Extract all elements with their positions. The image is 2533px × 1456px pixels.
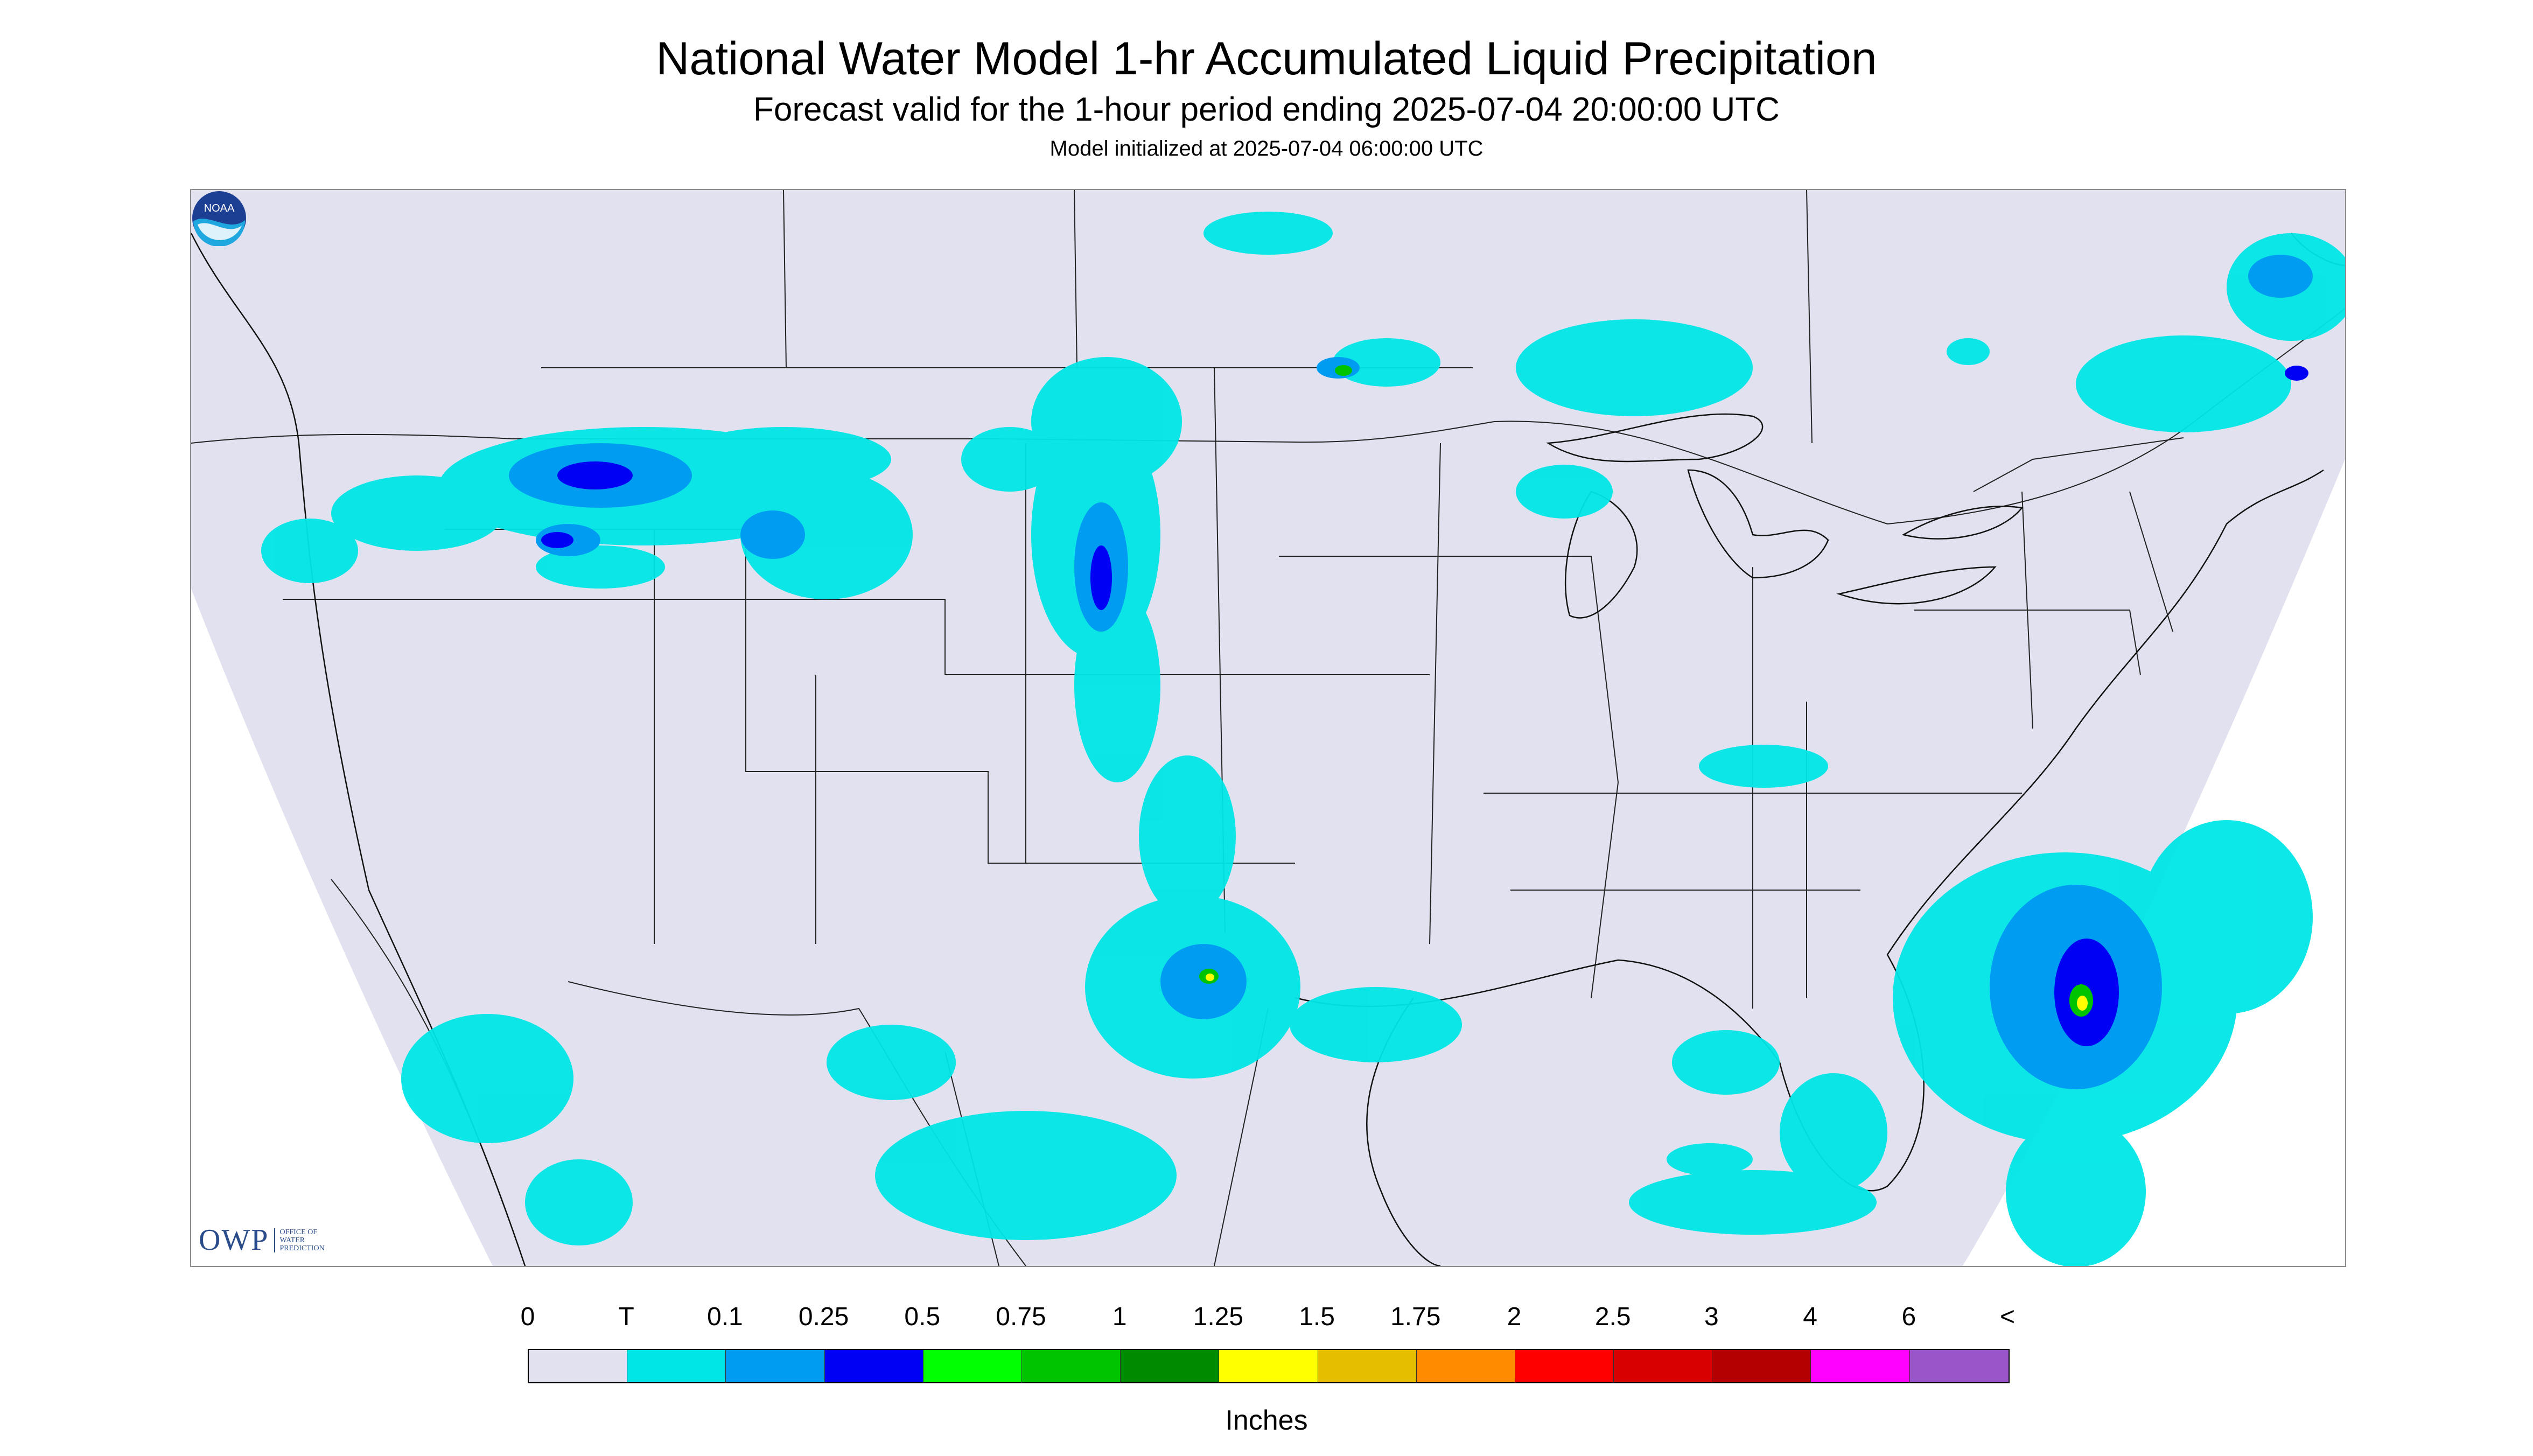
precipitation-map: OWP OFFICE OF WATER PREDICTION NOAA <box>190 189 2346 1267</box>
legend-swatch <box>1318 1350 1417 1382</box>
legend-tick-label: 0.25 <box>798 1303 849 1331</box>
legend-swatch <box>1121 1350 1220 1382</box>
map-subtitle: Forecast valid for the 1-hour period end… <box>753 91 1780 128</box>
legend-tick-label: 2.5 <box>1594 1303 1631 1331</box>
legend-swatch <box>824 1350 923 1382</box>
owp-logo-mark: OWP <box>199 1223 269 1257</box>
legend-swatch <box>1416 1350 1515 1382</box>
legend-swatch <box>627 1350 726 1382</box>
legend-tick-label: 2 <box>1507 1303 1522 1331</box>
precipitation-trace <box>261 212 2345 1266</box>
noaa-logo-text: NOAA <box>204 202 235 214</box>
legend-swatch <box>1219 1350 1318 1382</box>
model-init-text: Model initialized at 2025-07-04 06:00:00… <box>1049 137 1484 160</box>
legend-labels: 0 T 0.1 0.25 0.5 0.75 1 1.25 1.5 1.75 2 2.5 3 4 6 < <box>521 1302 2015 1334</box>
owp-logo-line: WATER <box>279 1236 305 1244</box>
owp-logo-line: PREDICTION <box>279 1244 325 1252</box>
legend-tick-label: 3 <box>1704 1303 1719 1331</box>
legend-tick-label: < <box>1999 1303 2016 1331</box>
legend-swatch <box>1909 1350 2009 1382</box>
legend-tick-label: 4 <box>1803 1303 1817 1331</box>
legend-tick-label: 0.5 <box>904 1303 941 1331</box>
legend-tick-label: 0 <box>520 1303 535 1331</box>
domain-mask-left <box>191 589 493 1266</box>
legend-tick-label: T <box>618 1303 634 1331</box>
legend-swatch <box>1712 1350 1811 1382</box>
legend-swatch <box>726 1350 825 1382</box>
owp-logo-text: OFFICE OF WATER PREDICTION <box>274 1228 325 1252</box>
legend-swatch <box>1811 1350 1910 1382</box>
legend-tick-label: 0.1 <box>707 1303 743 1331</box>
owp-logo-line: OFFICE OF <box>279 1228 318 1236</box>
legend-tick-label: 1.5 <box>1299 1303 1335 1331</box>
map-title: National Water Model 1-hr Accumulated Li… <box>656 33 1877 85</box>
legend-color-bar <box>528 1349 2010 1383</box>
legend-swatch <box>529 1350 628 1382</box>
domain-mask-right <box>1963 459 2345 1266</box>
legend-units: Inches <box>1225 1405 1308 1436</box>
legend-swatch <box>923 1350 1022 1382</box>
owp-logo: OWP OFFICE OF WATER PREDICTION <box>199 1223 325 1257</box>
legend-tick-label: 0.75 <box>996 1303 1046 1331</box>
map-graphic <box>191 190 2345 1266</box>
legend-tick-label: 1.25 <box>1193 1303 1244 1331</box>
legend-swatch <box>1614 1350 1713 1382</box>
legend-tick-label: 6 <box>1901 1303 1916 1331</box>
legend-tick-label: 1.75 <box>1390 1303 1441 1331</box>
legend-swatch <box>1021 1350 1121 1382</box>
precipitation-very-heavy <box>1206 974 2088 1011</box>
legend-tick-label: 1 <box>1112 1303 1127 1331</box>
noaa-logo-icon: NOAA <box>192 191 246 246</box>
legend-swatch <box>1515 1350 1614 1382</box>
